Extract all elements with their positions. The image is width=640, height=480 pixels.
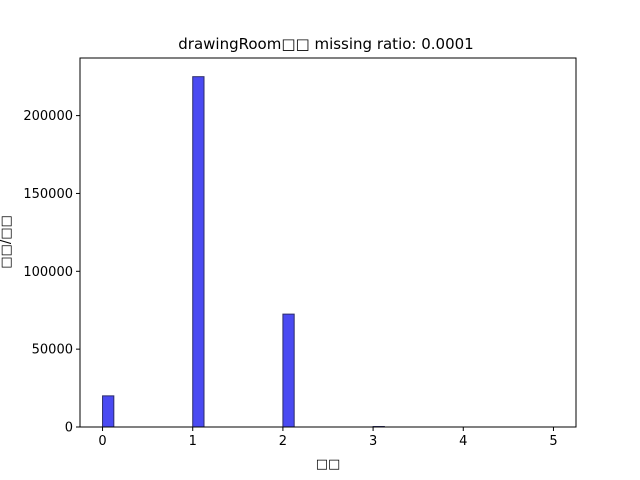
y-tick-label: 200000 bbox=[23, 109, 73, 124]
plot-frame bbox=[79, 57, 577, 428]
x-tick-label: 5 bbox=[549, 434, 557, 449]
histogram-bar bbox=[102, 395, 115, 428]
x-tick-label: 3 bbox=[369, 434, 377, 449]
x-axis-label: □□ bbox=[316, 457, 341, 472]
y-tick-label: 50000 bbox=[32, 343, 73, 358]
x-tick-label: 2 bbox=[279, 434, 287, 449]
x-tick-label: 0 bbox=[98, 434, 106, 449]
chart-title: drawingRoom□□ missing ratio: 0.0001 bbox=[178, 35, 473, 53]
y-axis-label: □□/□□ bbox=[0, 215, 14, 269]
y-tick-label: 150000 bbox=[23, 187, 73, 202]
histogram-bar bbox=[192, 76, 205, 428]
bars-layer bbox=[102, 76, 385, 428]
y-tick-label: 100000 bbox=[23, 265, 73, 280]
y-tick-label: 0 bbox=[65, 421, 73, 436]
x-tick-label: 1 bbox=[189, 434, 197, 449]
y-axis-ticks: 0 50000 100000 150000 200000 bbox=[23, 109, 80, 436]
histogram-bar bbox=[282, 313, 295, 428]
x-tick-label: 4 bbox=[459, 434, 467, 449]
x-axis-ticks: 0 1 2 3 4 5 bbox=[98, 427, 558, 449]
